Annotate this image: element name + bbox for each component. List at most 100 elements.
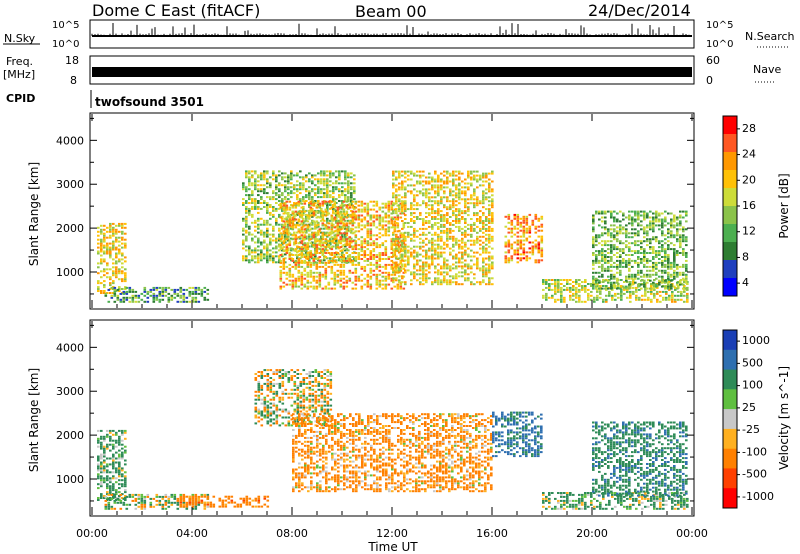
cpid-row: CPID twofsound 3501	[6, 90, 204, 109]
heatmap-cell	[398, 257, 401, 260]
heatmap-cell	[158, 290, 162, 293]
heatmap-cell	[266, 261, 269, 264]
heatmap-cell	[351, 281, 355, 284]
heatmap-cell	[335, 217, 338, 220]
heatmap-cell	[452, 212, 455, 215]
heatmap-cell	[315, 226, 319, 229]
heatmap-cell	[519, 239, 523, 242]
heatmap-cell	[686, 296, 689, 299]
heatmap-cell	[339, 250, 343, 253]
heatmap-cell	[519, 229, 523, 232]
heatmap-cell	[381, 258, 385, 260]
heatmap-cell	[315, 224, 319, 227]
heatmap-cell	[384, 263, 388, 266]
heatmap-cell	[614, 294, 617, 297]
heatmap-cell	[470, 218, 473, 220]
heatmap-cell	[667, 273, 670, 276]
heatmap-cell	[685, 263, 688, 266]
heatmap-cell	[341, 202, 344, 204]
heatmap-cell	[254, 207, 257, 210]
heatmap-cell	[458, 275, 461, 278]
heatmap-cell	[507, 257, 511, 260]
heatmap-cell	[106, 463, 109, 466]
heatmap-cell	[164, 288, 168, 291]
heatmap-cell	[656, 286, 659, 289]
heatmap-cell	[248, 259, 251, 262]
heatmap-cell	[360, 202, 364, 205]
heatmap-cell	[431, 204, 434, 207]
heatmap-cell	[578, 298, 581, 301]
heatmap-cell	[682, 287, 685, 290]
heatmap-cell	[281, 233, 284, 236]
heatmap-cell	[443, 241, 446, 244]
heatmap-cell	[522, 249, 526, 252]
heatmap-cell	[525, 231, 529, 234]
heatmap-cell	[329, 174, 332, 177]
heatmap-cell	[369, 261, 373, 264]
heatmap-cell	[351, 287, 355, 290]
heatmap-cell	[598, 271, 601, 274]
heatmap-cell	[354, 279, 358, 282]
heatmap-cell	[279, 273, 283, 276]
heatmap-cell	[285, 220, 289, 223]
heatmap-cell	[350, 194, 353, 197]
heatmap-cell	[372, 254, 376, 256]
heatmap-cell	[303, 277, 307, 280]
heatmap-cell	[613, 283, 616, 286]
heatmap-cell	[333, 216, 337, 219]
heatmap-cell	[455, 257, 458, 260]
heatmap-cell	[314, 188, 317, 191]
heatmap-cell	[100, 282, 103, 285]
heatmap-cell	[604, 254, 607, 256]
heatmap-cell	[251, 190, 254, 193]
heatmap-cell	[634, 273, 637, 276]
heatmap-cell	[263, 257, 266, 260]
heatmap-cell	[245, 202, 248, 204]
heatmap-cell	[116, 296, 120, 299]
heatmap-cell	[272, 259, 275, 262]
heatmap-cell	[563, 285, 566, 287]
heatmap-cell	[375, 210, 379, 213]
heatmap-cell	[637, 277, 640, 280]
heatmap-cell	[419, 273, 422, 276]
heatmap-cell	[335, 188, 338, 191]
heatmap-cell	[404, 281, 407, 284]
heatmap-cell	[257, 194, 260, 197]
heatmap-cell	[634, 212, 637, 215]
heatmap-cell	[335, 239, 338, 242]
heatmap-cell	[106, 471, 109, 474]
heatmap-cell	[461, 180, 464, 183]
heatmap-cell	[333, 256, 337, 258]
power-heatmap	[97, 170, 689, 303]
heatmap-cell	[254, 225, 257, 228]
heatmap-cell	[428, 204, 431, 207]
heatmap-cell	[263, 174, 266, 177]
heatmap-cell	[323, 202, 326, 204]
heatmap-cell	[341, 245, 344, 248]
heatmap-cell	[97, 459, 100, 462]
heatmap-cell	[592, 252, 595, 254]
heatmap-cell	[592, 236, 595, 239]
heatmap-cell	[323, 233, 326, 236]
heatmap-cell	[112, 246, 115, 249]
heatmap-cell	[399, 212, 403, 215]
heatmap-cell	[263, 192, 266, 195]
heatmap-cell	[507, 259, 511, 262]
heatmap-cell	[176, 294, 180, 297]
heatmap-cell	[378, 216, 382, 219]
heatmap-cell	[578, 296, 581, 299]
heatmap-cell	[266, 204, 269, 206]
heatmap-cell	[366, 220, 370, 223]
heatmap-cell	[320, 215, 323, 218]
heatmap-cell	[342, 254, 346, 256]
heatmap-cell	[578, 279, 581, 281]
heatmap-cell	[525, 239, 529, 242]
heatmap-cell	[677, 294, 680, 297]
y-tick-label: 4000	[56, 134, 84, 147]
heatmap-cell	[631, 232, 634, 235]
heatmap-cell	[341, 215, 344, 218]
heatmap-cell	[670, 248, 673, 251]
heatmap-cell	[410, 255, 413, 258]
heatmap-cell	[344, 237, 347, 240]
heatmap-cell	[327, 212, 331, 215]
